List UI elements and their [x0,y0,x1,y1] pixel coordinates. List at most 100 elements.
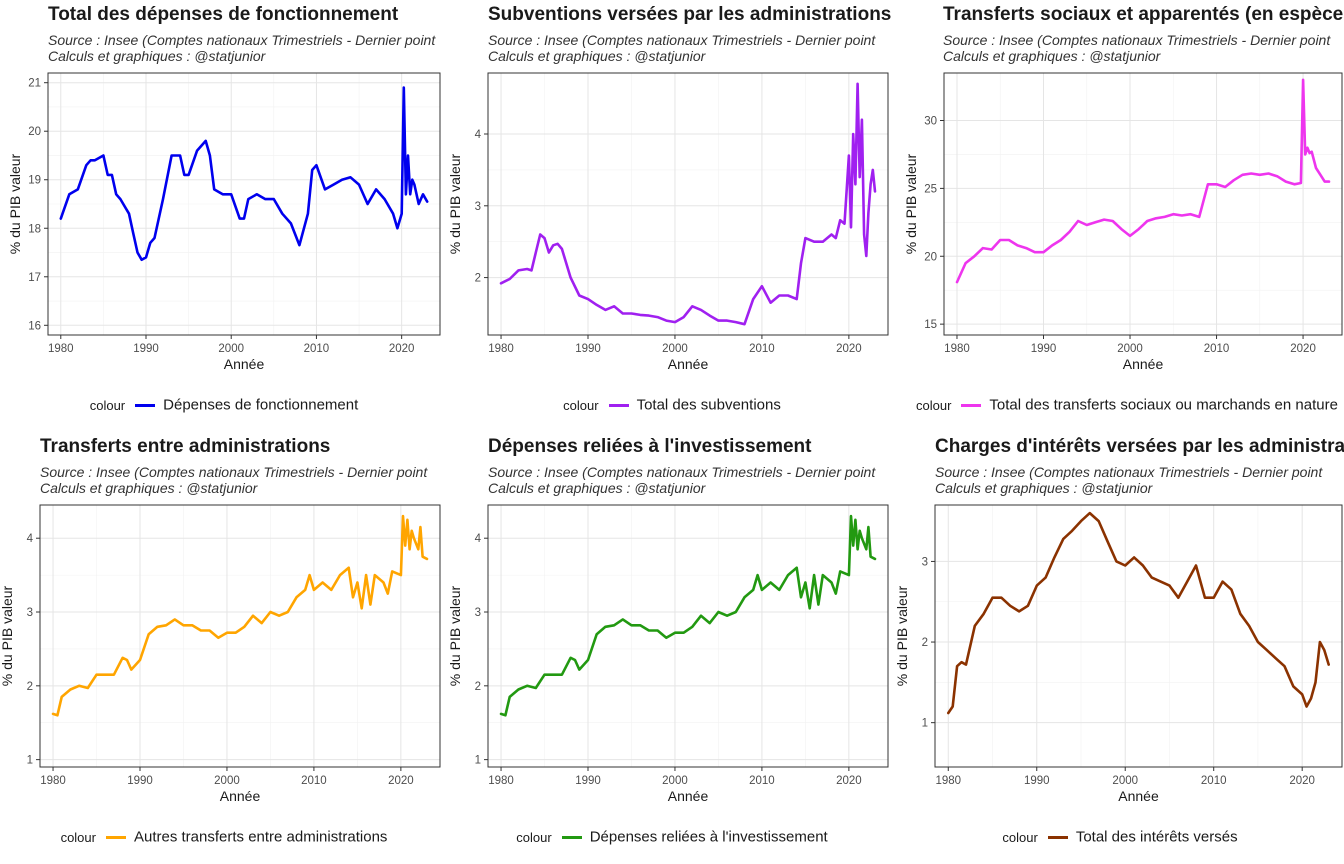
y-tick-label: 25 [924,183,937,195]
legend-key [561,835,582,839]
chart-panel-depenses-fonctionnement: Total des dépenses de fonctionnement Sou… [0,0,448,432]
x-tick-label: 1990 [575,343,601,355]
y-tick-label: 3 [475,201,481,213]
chart-credit: Calculs et graphiques : @statjunior [488,48,706,64]
grid-minor [935,505,1342,767]
x-tick-label: 2000 [218,343,244,355]
y-tick-label: 19 [28,175,41,187]
legend-title: colour [563,397,599,413]
y-tick-label: 2 [475,273,481,285]
legend-key [961,403,982,407]
x-axis-label: Année [1123,356,1164,372]
legend-label: Autres transferts entre administrations [133,828,388,846]
line-chart: 1980 1990 2000 2010 2020 1 2 3 4 Année % du PIB va… [0,504,441,804]
plot-background [935,505,1342,767]
y-axis-label: % du PIB valeur [448,153,463,254]
legend-key [105,835,126,839]
legend-title: colour [89,397,126,413]
plot-frame [943,72,1343,336]
grid-major [488,73,888,335]
plot-background [40,505,440,767]
line-chart: 1980 1990 2000 2010 2020 16 17 18 19 20 21 Année % d… [7,72,441,372]
y-tick-label: 4 [475,533,482,545]
x-tick-label: 1990 [127,775,153,787]
x-tick-label: 2020 [836,343,862,355]
y-tick-label: 2 [922,637,928,649]
x-tick-label: 1980 [944,343,970,355]
x-tick-label: 1990 [575,775,601,787]
x-tick-label: 2020 [1290,343,1316,355]
chart-source: Source : Insee (Comptes nationaux Trimes… [40,464,428,480]
x-tick-label: 2000 [1117,343,1143,355]
legend-label: Dépenses reliées à l'investissement [589,828,828,846]
y-tick-label: 1 [475,755,481,767]
y-axis-label: % du PIB valeur [0,585,15,686]
chart-title: Charges d'intérêts versées par les admin… [935,436,1344,457]
y-tick-label: 4 [475,129,482,141]
y-tick-label: 21 [28,78,41,90]
chart-panel-transferts-sociaux: Transferts sociaux et apparentés (en esp… [896,0,1344,432]
y-tick-label: 3 [27,607,33,619]
chart-credit: Calculs et graphiques : @statjunior [935,480,1153,496]
line-chart: 1980 1990 2000 2010 2020 15 20 25 30 Année % du PI… [903,72,1343,372]
x-axis-label: Année [668,356,709,372]
plot-background [488,73,888,335]
chart-title: Transferts entre administrations [40,436,331,457]
x-axis-label: Année [1118,788,1159,804]
y-tick-label: 20 [924,251,937,263]
grid-major [944,73,1342,335]
chart-legend: colour Total des subventions [448,396,896,414]
plot-frame [39,504,441,768]
grid-minor [944,73,1342,335]
legend-key [608,403,629,407]
x-tick-label: 2010 [1204,343,1230,355]
grid-minor [40,505,440,767]
chart-credit: Calculs et graphiques : @statjunior [48,48,266,64]
line-chart: 1980 1990 2000 2010 2020 2 3 4 Année % du PIB val… [448,72,889,372]
y-tick-label: 2 [27,681,33,693]
grid-minor [48,73,440,335]
x-tick-label: 2000 [214,775,240,787]
y-tick-label: 30 [924,116,937,128]
x-tick-label: 1980 [48,343,74,355]
x-tick-label: 1980 [935,775,961,787]
series-line [946,511,1331,715]
y-axis-label: % du PIB valeur [903,153,919,254]
legend-title: colour [516,829,552,845]
x-tick-label: 2010 [749,775,775,787]
y-tick-label: 3 [922,556,928,568]
x-tick-label: 1980 [488,775,514,787]
y-tick-label: 2 [475,681,481,693]
chart-title: Subventions versées par les administrati… [488,4,892,25]
series-line [955,78,1331,284]
y-tick-label: 18 [28,223,41,235]
y-tick-label: 20 [28,126,41,138]
y-tick-label: 16 [28,320,41,332]
grid-minor [488,73,888,335]
chart-panel-subventions: Subventions versées par les administrati… [448,0,896,432]
chart-source: Source : Insee (Comptes nationaux Trimes… [488,464,876,480]
series-line [51,514,429,717]
chart-title: Dépenses reliées à l'investissement [488,436,812,457]
chart-source: Source : Insee (Comptes nationaux Trimes… [943,32,1331,48]
chart-source: Source : Insee (Comptes nationaux Trimes… [488,32,876,48]
grid-major [48,73,440,335]
plot-frame [487,504,889,768]
chart-title: Transferts sociaux et apparentés (en esp… [943,4,1344,25]
series-line [499,82,877,326]
chart-title: Total des dépenses de fonctionnement [48,4,399,25]
x-tick-label: 2010 [301,775,327,787]
x-tick-label: 2010 [1201,775,1227,787]
y-axis-label: % du PIB valeur [7,153,23,254]
legend-title: colour [1002,829,1038,845]
x-tick-label: 1990 [1031,343,1057,355]
legend-title: colour [60,829,96,845]
y-tick-label: 4 [27,533,34,545]
chart-legend: colour Total des transferts sociaux ou ma… [916,396,1338,414]
x-tick-label: 2010 [304,343,330,355]
x-axis-label: Année [220,788,261,804]
y-tick-label: 17 [28,272,41,284]
x-tick-label: 1990 [133,343,159,355]
y-axis-label: % du PIB valeur [448,585,463,686]
y-tick-label: 15 [924,319,937,331]
